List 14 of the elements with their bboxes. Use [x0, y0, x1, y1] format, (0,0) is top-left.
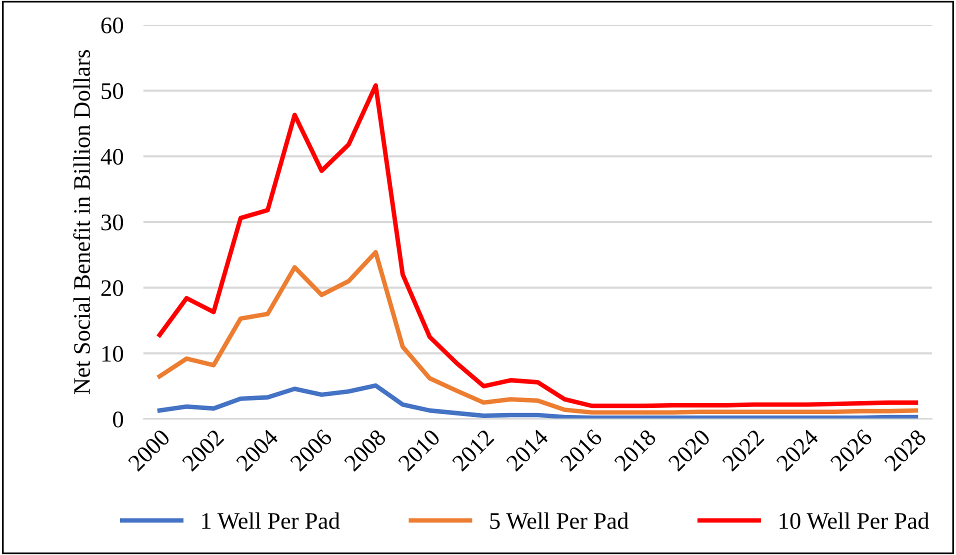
legend-label: 1 Well Per Pad — [202, 512, 340, 530]
legend-label: 5 Well Per Pad — [490, 512, 629, 530]
line-series — [157, 250, 918, 415]
y-tick-label: 10 — [102, 346, 124, 362]
y-axis-title: Net Social Benefit in Billion Dollars — [73, 50, 90, 394]
y-tick-label: 20 — [101, 280, 124, 296]
line-series — [157, 83, 918, 408]
y-tick-label: 0 — [113, 412, 124, 428]
line-series — [157, 383, 918, 420]
y-tick-label: 60 — [101, 17, 124, 34]
y-tick-label: 30 — [101, 214, 124, 230]
y-tick-label: 50 — [102, 83, 124, 100]
legend-label: 10 Well Per Pad — [780, 512, 930, 530]
y-tick-label: 40 — [100, 148, 124, 165]
